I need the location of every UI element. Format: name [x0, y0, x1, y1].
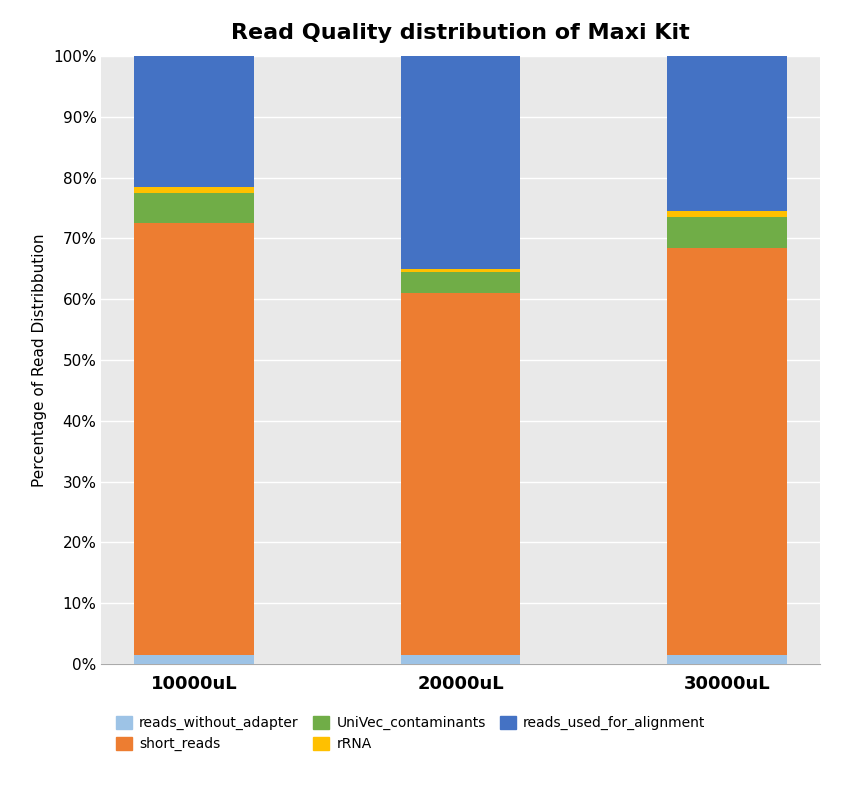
Bar — [134, 186, 254, 193]
Bar — [134, 223, 254, 655]
Bar — [400, 272, 520, 293]
Bar — [400, 655, 520, 664]
Bar — [400, 293, 520, 655]
Bar — [666, 217, 786, 247]
Title: Read Quality distribution of Maxi Kit: Read Quality distribution of Maxi Kit — [231, 23, 689, 43]
Bar — [400, 56, 520, 269]
Bar — [134, 56, 254, 186]
Bar — [666, 211, 786, 217]
Bar — [666, 56, 786, 211]
Bar — [134, 655, 254, 664]
Bar — [400, 269, 520, 272]
Bar — [666, 247, 786, 655]
Y-axis label: Percentage of Read Distribbution: Percentage of Read Distribbution — [32, 234, 47, 486]
Bar — [134, 193, 254, 223]
Bar — [666, 655, 786, 664]
Legend: reads_without_adapter, short_reads, UniVec_contaminants, rRNA, reads_used_for_al: reads_without_adapter, short_reads, UniV… — [116, 716, 705, 751]
